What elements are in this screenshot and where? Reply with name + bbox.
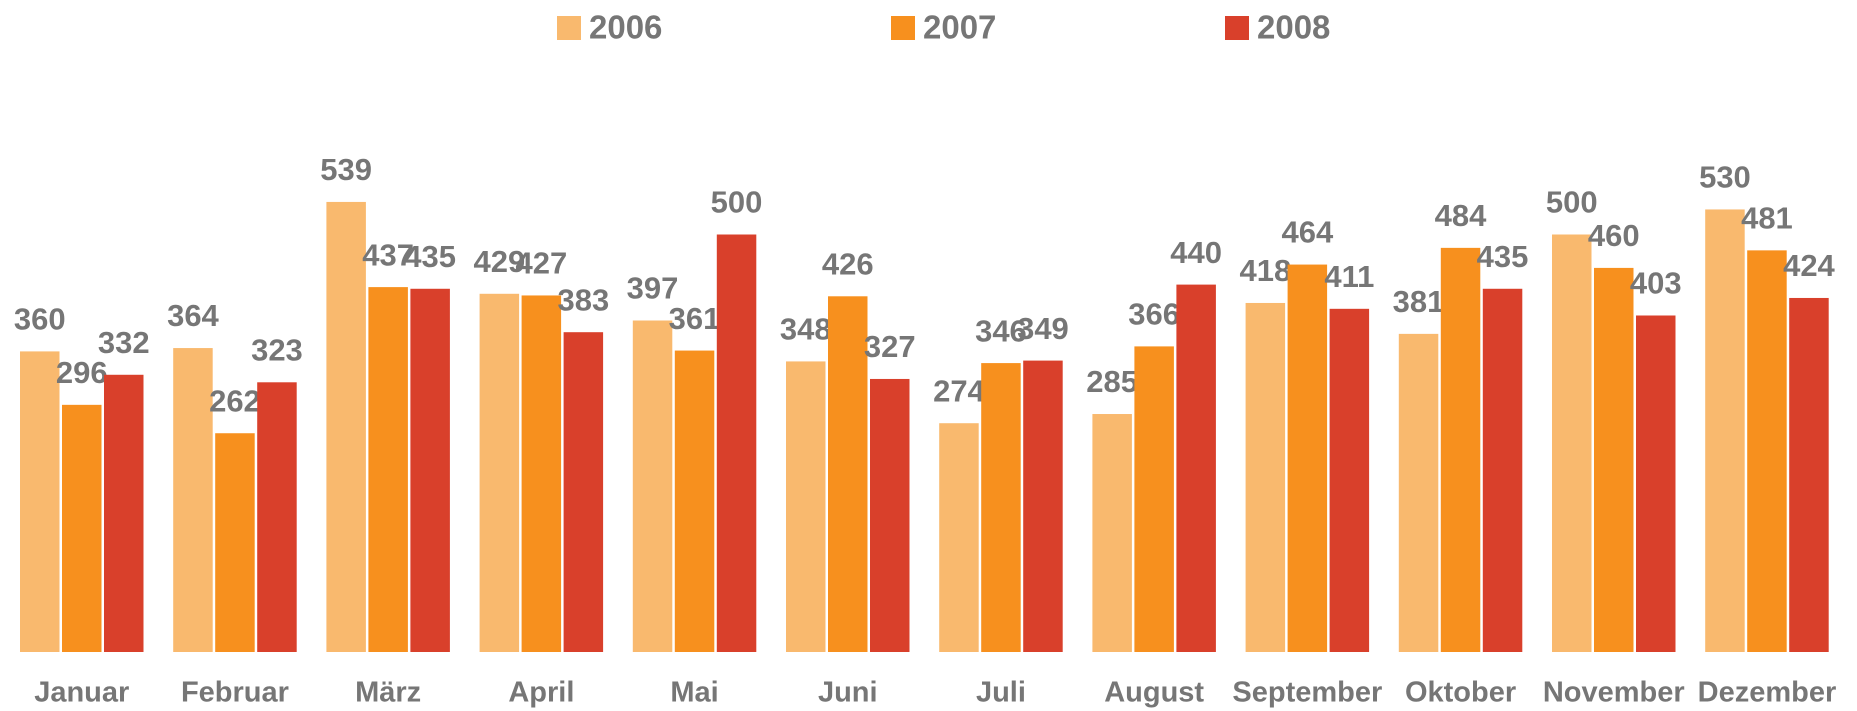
bar (674, 350, 715, 652)
value-label: 500 (711, 185, 763, 220)
value-label: 360 (14, 302, 66, 337)
legend-swatch (1225, 16, 1249, 40)
value-label: 332 (98, 325, 150, 360)
bar (410, 288, 450, 652)
legend-label: 2008 (1257, 9, 1330, 46)
bar (716, 234, 757, 652)
legend-label: 2006 (589, 9, 662, 46)
value-label: 381 (1393, 284, 1445, 319)
x-tick-label: Oktober (1405, 677, 1516, 709)
value-label: 464 (1281, 215, 1333, 250)
value-label: 349 (1017, 311, 1069, 346)
x-tick-label: Dezember (1698, 677, 1837, 709)
bar (632, 320, 673, 652)
value-label: 427 (515, 246, 567, 281)
bar (215, 433, 255, 652)
value-label: 411 (1324, 259, 1374, 294)
value-label: 435 (404, 239, 456, 274)
bar (1789, 297, 1829, 652)
value-label: 361 (669, 301, 721, 336)
bar (1482, 288, 1523, 652)
value-label: 397 (627, 271, 679, 306)
value-label: 327 (864, 329, 916, 364)
bar (1705, 209, 1745, 652)
x-tick-label: August (1104, 677, 1204, 709)
value-label: 366 (1128, 297, 1180, 332)
bar (1594, 267, 1634, 652)
value-label: 437 (362, 237, 414, 272)
bar (479, 293, 520, 652)
bar (786, 361, 826, 652)
x-tick-label: Mai (670, 677, 718, 709)
x-tick-label: September (1232, 677, 1382, 709)
bar (1329, 308, 1370, 652)
bar (1176, 284, 1216, 652)
value-label: 296 (56, 355, 108, 390)
bar (521, 295, 562, 652)
value-label: 530 (1699, 160, 1751, 195)
x-tick-label: November (1543, 677, 1685, 709)
bar (1023, 360, 1063, 652)
value-label: 460 (1588, 218, 1640, 253)
value-label: 346 (975, 313, 1027, 348)
value-label: 426 (822, 246, 874, 281)
value-label: 383 (557, 282, 609, 317)
value-label: 348 (780, 312, 832, 347)
bar (1245, 302, 1286, 652)
x-tick-label: Juni (818, 677, 878, 709)
x-tick-label: April (508, 677, 574, 709)
value-label: 435 (1477, 239, 1529, 274)
bar (257, 382, 297, 652)
value-label: 484 (1435, 198, 1487, 233)
bar (1398, 333, 1439, 652)
value-label: 323 (251, 332, 303, 367)
x-tick-label: Februar (181, 677, 289, 709)
value-label: 274 (933, 373, 985, 408)
value-label: 429 (473, 244, 525, 279)
bar (62, 404, 102, 652)
bar (981, 363, 1021, 652)
bar (563, 332, 604, 652)
bar (1636, 315, 1676, 652)
bar (1134, 346, 1174, 652)
value-label: 440 (1170, 235, 1222, 270)
legend-swatch (891, 16, 915, 40)
value-label: 539 (320, 152, 372, 187)
value-label: 403 (1630, 266, 1682, 301)
bar (326, 201, 366, 652)
bar (939, 423, 979, 652)
bar (368, 287, 408, 652)
value-label: 481 (1741, 201, 1793, 236)
bar (870, 378, 910, 652)
value-label: 285 (1086, 364, 1138, 399)
bar (20, 351, 60, 652)
value-label: 418 (1239, 253, 1291, 288)
bar (1747, 250, 1787, 653)
bar (1552, 234, 1592, 652)
x-tick-label: März (355, 677, 421, 709)
value-label: 424 (1783, 248, 1835, 283)
bar (1287, 264, 1328, 652)
bar (828, 296, 868, 652)
bar (1092, 414, 1132, 652)
value-label: 364 (167, 298, 219, 333)
value-label: 262 (209, 383, 261, 418)
bar (1440, 247, 1481, 653)
bar (104, 374, 144, 652)
x-tick-label: Juli (976, 677, 1026, 709)
bar (173, 348, 213, 652)
value-label: 500 (1546, 185, 1598, 220)
x-tick-label: Januar (34, 677, 129, 709)
legend-swatch (557, 16, 581, 40)
legend-label: 2007 (923, 9, 996, 46)
